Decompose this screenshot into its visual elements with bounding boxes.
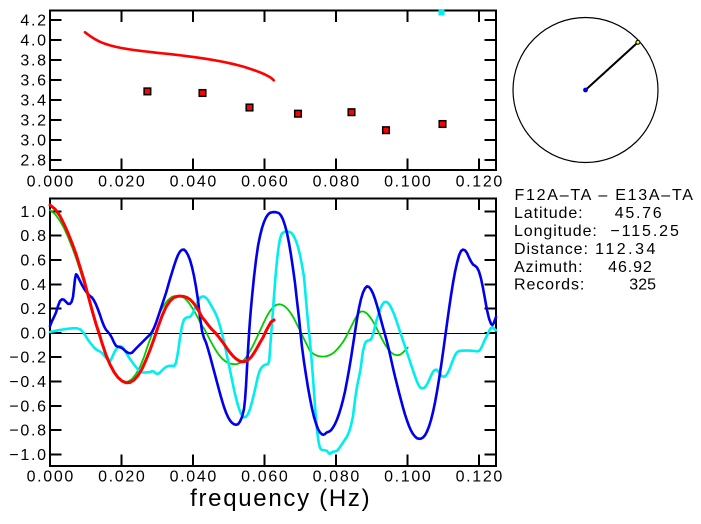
svg-text:0.020: 0.020: [98, 174, 146, 191]
svg-text:325: 325: [629, 277, 656, 294]
svg-text:0.120: 0.120: [456, 469, 504, 486]
svg-text:45.76: 45.76: [615, 205, 664, 222]
svg-text:Azimuth:: Azimuth:: [514, 259, 583, 276]
svg-text:−0.8: −0.8: [9, 423, 47, 440]
svg-text:−115.25: −115.25: [610, 223, 680, 240]
svg-text:1.0: 1.0: [20, 204, 47, 221]
svg-text:frequency (Hz): frequency (Hz): [190, 485, 371, 512]
svg-text:F12A–TA – E13A–TA: F12A–TA – E13A–TA: [515, 187, 695, 204]
svg-text:0.080: 0.080: [313, 174, 361, 191]
svg-text:3.0: 3.0: [20, 133, 47, 150]
svg-text:0.060: 0.060: [241, 174, 289, 191]
svg-text:2.8: 2.8: [20, 153, 47, 170]
svg-text:−0.2: −0.2: [9, 350, 47, 367]
svg-text:0.000: 0.000: [27, 174, 75, 191]
svg-text:−0.4: −0.4: [9, 374, 47, 391]
svg-text:4.2: 4.2: [20, 13, 47, 30]
svg-text:0.120: 0.120: [456, 174, 504, 191]
svg-text:Records:: Records:: [514, 277, 585, 294]
svg-text:3.4: 3.4: [20, 93, 47, 110]
svg-text:0.100: 0.100: [384, 469, 432, 486]
svg-text:−0.6: −0.6: [9, 398, 47, 415]
svg-text:0.100: 0.100: [384, 174, 432, 191]
svg-text:3.2: 3.2: [20, 113, 47, 130]
svg-text:0.000: 0.000: [27, 469, 75, 486]
svg-text:−1.0: −1.0: [9, 447, 47, 464]
svg-text:Distance:: Distance:: [514, 241, 589, 258]
svg-text:0.2: 0.2: [20, 301, 47, 318]
svg-text:0.080: 0.080: [313, 469, 361, 486]
svg-text:0.040: 0.040: [170, 174, 218, 191]
svg-text:0.040: 0.040: [170, 469, 218, 486]
svg-text:46.92: 46.92: [608, 259, 653, 276]
svg-text:Longitude:: Longitude:: [514, 223, 598, 240]
svg-text:0.4: 0.4: [20, 277, 47, 294]
svg-text:4.0: 4.0: [20, 33, 47, 50]
svg-text:Latitude:: Latitude:: [514, 205, 583, 222]
svg-text:0.0: 0.0: [20, 325, 47, 342]
svg-text:0.8: 0.8: [20, 228, 47, 245]
svg-text:3.8: 3.8: [20, 53, 47, 70]
svg-text:3.6: 3.6: [20, 73, 47, 90]
svg-text:112.34: 112.34: [595, 241, 658, 258]
svg-text:0.020: 0.020: [98, 469, 146, 486]
svg-text:0.6: 0.6: [20, 253, 47, 270]
svg-text:0.060: 0.060: [241, 469, 289, 486]
